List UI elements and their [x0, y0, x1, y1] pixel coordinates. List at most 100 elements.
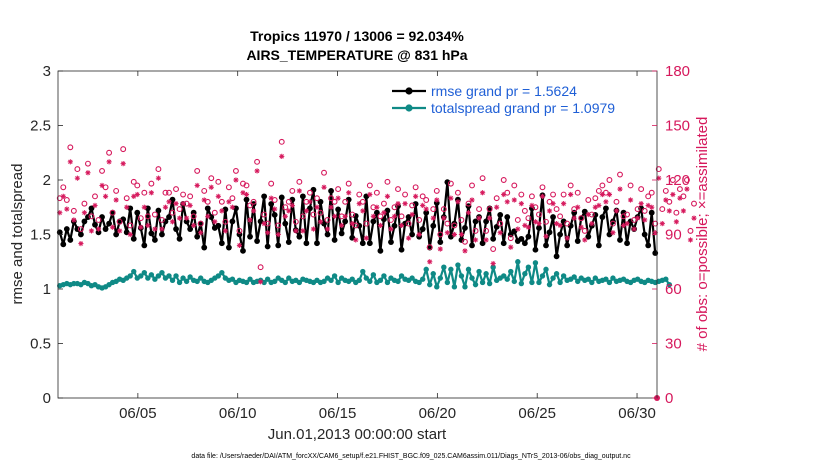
- obs-assimilated-marker: [360, 208, 366, 214]
- obs-star-stroke: [579, 225, 584, 230]
- rmse-point: [536, 225, 542, 231]
- obs-star-stroke: [311, 226, 316, 232]
- obs-star-stroke: [142, 205, 147, 210]
- obs-possible-marker: [314, 195, 320, 202]
- obs-star-stroke: [307, 199, 313, 205]
- obs-possible-marker: [507, 235, 514, 242]
- obs-star-stroke: [353, 237, 358, 243]
- obs-star-stroke: [656, 175, 661, 181]
- obs-assimilated-marker: [638, 201, 644, 207]
- obs-star-stroke: [275, 232, 281, 237]
- data-file-footnote: data file: /Users/raeder/DAI/ATM_forcXX/…: [191, 453, 631, 460]
- obs-possible-marker: [278, 138, 285, 145]
- obs-star-stroke: [321, 185, 327, 190]
- obs-possible-marker: [116, 218, 123, 225]
- obs-assimilated-marker: [215, 193, 221, 199]
- obs-possible-marker: [437, 231, 444, 238]
- obs-star-stroke: [416, 232, 422, 237]
- rmse-point: [113, 231, 120, 238]
- obs-assimilated-marker: [589, 221, 595, 227]
- obs-possible-marker: [634, 206, 641, 213]
- obs-possible-marker: [81, 200, 88, 207]
- totalspread-point: [546, 281, 553, 288]
- obs-star-stroke: [85, 170, 91, 175]
- obs-star-stroke: [198, 230, 203, 235]
- obs-possible-marker: [331, 198, 338, 205]
- rmse-point: [497, 211, 504, 218]
- y2-tick-label: 120: [665, 172, 690, 189]
- totalspread-point: [176, 279, 183, 286]
- obs-assimilated-marker: [543, 233, 549, 239]
- obs-assimilated-marker: [553, 221, 560, 227]
- obs-star-stroke: [603, 199, 609, 205]
- obs-star-stroke: [187, 203, 193, 208]
- obs-possible-marker: [655, 166, 662, 173]
- obs-possible-marker: [215, 178, 222, 185]
- obs-star-stroke: [519, 201, 524, 206]
- obs-possible-marker: [130, 178, 137, 185]
- obs-possible-marker: [412, 184, 419, 191]
- obs-assimilated-marker: [525, 224, 531, 230]
- totalspread-point: [367, 278, 373, 285]
- totalspread-point: [603, 276, 609, 282]
- obs-assimilated-marker: [275, 231, 281, 238]
- series-totalspread: [57, 259, 673, 291]
- obs-possible-marker: [292, 218, 299, 225]
- totalspread-point: [592, 275, 599, 281]
- obs-assimilated-marker: [328, 204, 334, 210]
- totalspread-point: [409, 275, 415, 281]
- obs-star-stroke: [445, 230, 450, 235]
- obs-possible-marker: [680, 193, 687, 200]
- obs-star-stroke: [438, 246, 443, 252]
- totalspread-point: [398, 273, 405, 279]
- obs-star-stroke: [378, 223, 383, 228]
- totalspread-point: [243, 279, 250, 286]
- obs-star-stroke: [526, 225, 531, 230]
- obs-assimilated-marker: [687, 237, 694, 243]
- obs-possible-marker: [74, 166, 81, 173]
- obs-star-stroke: [258, 279, 263, 284]
- obs-possible-marker: [310, 211, 317, 218]
- obs-assimilated-marker: [416, 231, 422, 238]
- obs-star-stroke: [89, 228, 94, 234]
- obs-star-stroke: [159, 226, 165, 232]
- rmse-point: [130, 235, 137, 242]
- rmse-point: [617, 237, 623, 243]
- obs-possible-marker: [574, 189, 581, 196]
- obs-star-stroke: [547, 208, 552, 214]
- obs-assimilated-marker: [279, 153, 285, 159]
- obs-possible-marker: [123, 195, 130, 202]
- obs-star-stroke: [462, 248, 468, 254]
- obs-possible-marker: [254, 158, 261, 165]
- rmse-point: [141, 242, 148, 249]
- totalspread-point: [296, 279, 303, 286]
- obs-possible-marker: [638, 186, 645, 193]
- legend-spread-marker: [405, 104, 413, 112]
- obs-assimilated-marker: [437, 246, 443, 252]
- obs-possible-marker: [433, 187, 440, 194]
- obs-assimilated-marker: [71, 217, 77, 223]
- totalspread-point: [131, 268, 137, 275]
- obs-possible-marker: [275, 222, 282, 229]
- obs-star-stroke: [268, 195, 274, 201]
- totalspread-point: [522, 271, 528, 277]
- obs-assimilated-marker: [564, 235, 570, 241]
- obs-assimilated-marker: [155, 175, 162, 181]
- obs-assimilated-marker: [691, 215, 697, 221]
- obs-assimilated-marker: [265, 230, 271, 236]
- obs-star-stroke: [145, 223, 151, 228]
- x-tick-label: 06/15: [319, 405, 357, 422]
- rmse-point: [603, 205, 609, 212]
- totalspread-point: [363, 275, 370, 281]
- rmse-point: [349, 234, 356, 241]
- obs-star-stroke: [452, 232, 457, 237]
- totalspread-point: [532, 260, 539, 266]
- rmse-point: [648, 209, 655, 216]
- obs-star-stroke: [290, 203, 295, 208]
- obs-assimilated-marker: [243, 191, 250, 198]
- obs-assimilated-marker: [141, 204, 147, 210]
- rmse-point: [215, 222, 222, 229]
- obs-possible-marker: [99, 167, 105, 174]
- obs-star-stroke: [230, 205, 235, 210]
